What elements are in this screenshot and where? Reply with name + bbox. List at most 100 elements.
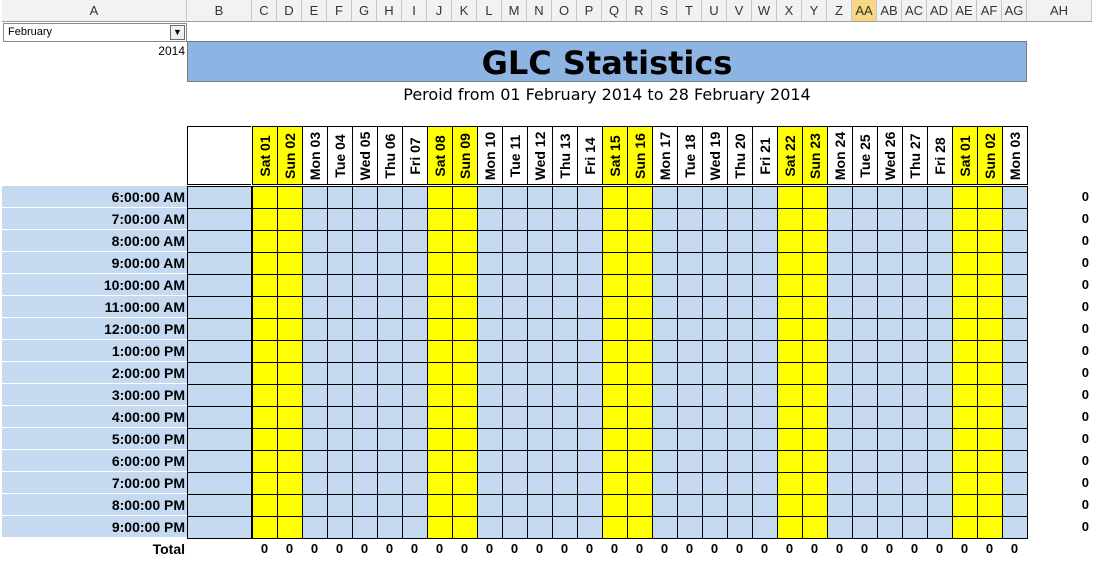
grid-cell[interactable]	[702, 208, 728, 231]
grid-cell[interactable]	[327, 208, 353, 231]
grid-cell[interactable]	[577, 318, 603, 341]
grid-cell[interactable]	[302, 274, 328, 297]
grid-cell[interactable]	[677, 274, 703, 297]
day-header[interactable]: Wed 05	[352, 126, 378, 185]
grid-cell[interactable]	[502, 252, 528, 275]
grid-cell[interactable]	[827, 384, 853, 407]
grid-cell[interactable]	[977, 450, 1003, 473]
grid-cell[interactable]	[802, 406, 828, 429]
grid-cell[interactable]	[652, 230, 678, 253]
grid-cell[interactable]	[927, 186, 953, 209]
grid-cell[interactable]	[627, 450, 653, 473]
grid-cell[interactable]	[977, 494, 1003, 517]
grid-cell[interactable]	[377, 384, 403, 407]
grid-cell[interactable]	[277, 450, 303, 473]
grid-cell[interactable]	[577, 362, 603, 385]
grid-cell[interactable]	[852, 494, 878, 517]
grid-cell[interactable]	[877, 208, 903, 231]
grid-cell[interactable]	[302, 208, 328, 231]
grid-cell[interactable]	[402, 340, 428, 363]
grid-cell[interactable]	[902, 362, 928, 385]
grid-cell[interactable]	[452, 494, 478, 517]
grid-cell[interactable]	[677, 296, 703, 319]
grid-cell[interactable]	[952, 252, 978, 275]
grid-cell[interactable]	[252, 384, 278, 407]
grid-cell[interactable]	[827, 340, 853, 363]
grid-cell[interactable]	[502, 362, 528, 385]
grid-cell[interactable]	[927, 472, 953, 495]
grid-cell[interactable]	[277, 384, 303, 407]
grid-cell[interactable]	[252, 450, 278, 473]
grid-cell[interactable]	[977, 384, 1003, 407]
grid-cell[interactable]	[327, 406, 353, 429]
grid-cell[interactable]	[602, 494, 628, 517]
grid-cell[interactable]	[702, 362, 728, 385]
grid-cell[interactable]	[427, 472, 453, 495]
grid-cell[interactable]	[552, 450, 578, 473]
grid-cell[interactable]	[502, 186, 528, 209]
day-header[interactable]: Thu 06	[377, 126, 403, 185]
grid-cell[interactable]	[302, 450, 328, 473]
grid-cell[interactable]	[777, 296, 803, 319]
grid-cell[interactable]	[952, 494, 978, 517]
grid-cell[interactable]	[1002, 384, 1028, 407]
grid-cell[interactable]	[902, 318, 928, 341]
grid-cell[interactable]	[652, 252, 678, 275]
grid-cell[interactable]	[602, 450, 628, 473]
grid-cell[interactable]	[427, 384, 453, 407]
grid-cell[interactable]	[727, 516, 753, 539]
grid-cell[interactable]	[187, 340, 252, 363]
column-header-ag[interactable]: AG	[1002, 0, 1027, 22]
day-header[interactable]: Fri 21	[752, 126, 778, 185]
grid-cell[interactable]	[627, 296, 653, 319]
grid-cell[interactable]	[927, 318, 953, 341]
grid-cell[interactable]	[277, 428, 303, 451]
grid-cell[interactable]	[977, 318, 1003, 341]
grid-cell[interactable]	[352, 296, 378, 319]
grid-cell[interactable]	[702, 472, 728, 495]
grid-cell[interactable]	[327, 318, 353, 341]
grid-cell[interactable]	[187, 516, 252, 539]
grid-cell[interactable]	[977, 362, 1003, 385]
grid-cell[interactable]	[187, 274, 252, 297]
grid-cell[interactable]	[187, 318, 252, 341]
day-header[interactable]: Sat 01	[252, 126, 278, 185]
grid-cell[interactable]	[852, 516, 878, 539]
grid-cell[interactable]	[902, 208, 928, 231]
grid-cell[interactable]	[877, 384, 903, 407]
grid-cell[interactable]	[877, 428, 903, 451]
column-header-u[interactable]: U	[702, 0, 727, 22]
grid-cell[interactable]	[302, 516, 328, 539]
grid-cell[interactable]	[852, 252, 878, 275]
grid-cell[interactable]	[827, 516, 853, 539]
grid-cell[interactable]	[552, 384, 578, 407]
grid-cell[interactable]	[352, 362, 378, 385]
grid-cell[interactable]	[677, 428, 703, 451]
grid-cell[interactable]	[602, 208, 628, 231]
grid-cell[interactable]	[652, 296, 678, 319]
grid-cell[interactable]	[452, 252, 478, 275]
grid-cell[interactable]	[652, 428, 678, 451]
grid-cell[interactable]	[952, 472, 978, 495]
day-header[interactable]: Tue 11	[502, 126, 528, 185]
grid-cell[interactable]	[852, 208, 878, 231]
grid-cell[interactable]	[902, 406, 928, 429]
grid-cell[interactable]	[427, 494, 453, 517]
grid-cell[interactable]	[477, 428, 503, 451]
grid-cell[interactable]	[802, 472, 828, 495]
grid-cell[interactable]	[602, 472, 628, 495]
grid-cell[interactable]	[377, 230, 403, 253]
grid-cell[interactable]	[427, 362, 453, 385]
grid-cell[interactable]	[252, 516, 278, 539]
grid-cell[interactable]	[602, 362, 628, 385]
grid-cell[interactable]	[802, 362, 828, 385]
grid-cell[interactable]	[877, 362, 903, 385]
grid-cell[interactable]	[952, 318, 978, 341]
grid-cell[interactable]	[352, 230, 378, 253]
grid-cell[interactable]	[952, 362, 978, 385]
grid-cell[interactable]	[502, 318, 528, 341]
grid-cell[interactable]	[902, 340, 928, 363]
grid-cell[interactable]	[877, 472, 903, 495]
grid-cell[interactable]	[802, 450, 828, 473]
grid-cell[interactable]	[252, 186, 278, 209]
